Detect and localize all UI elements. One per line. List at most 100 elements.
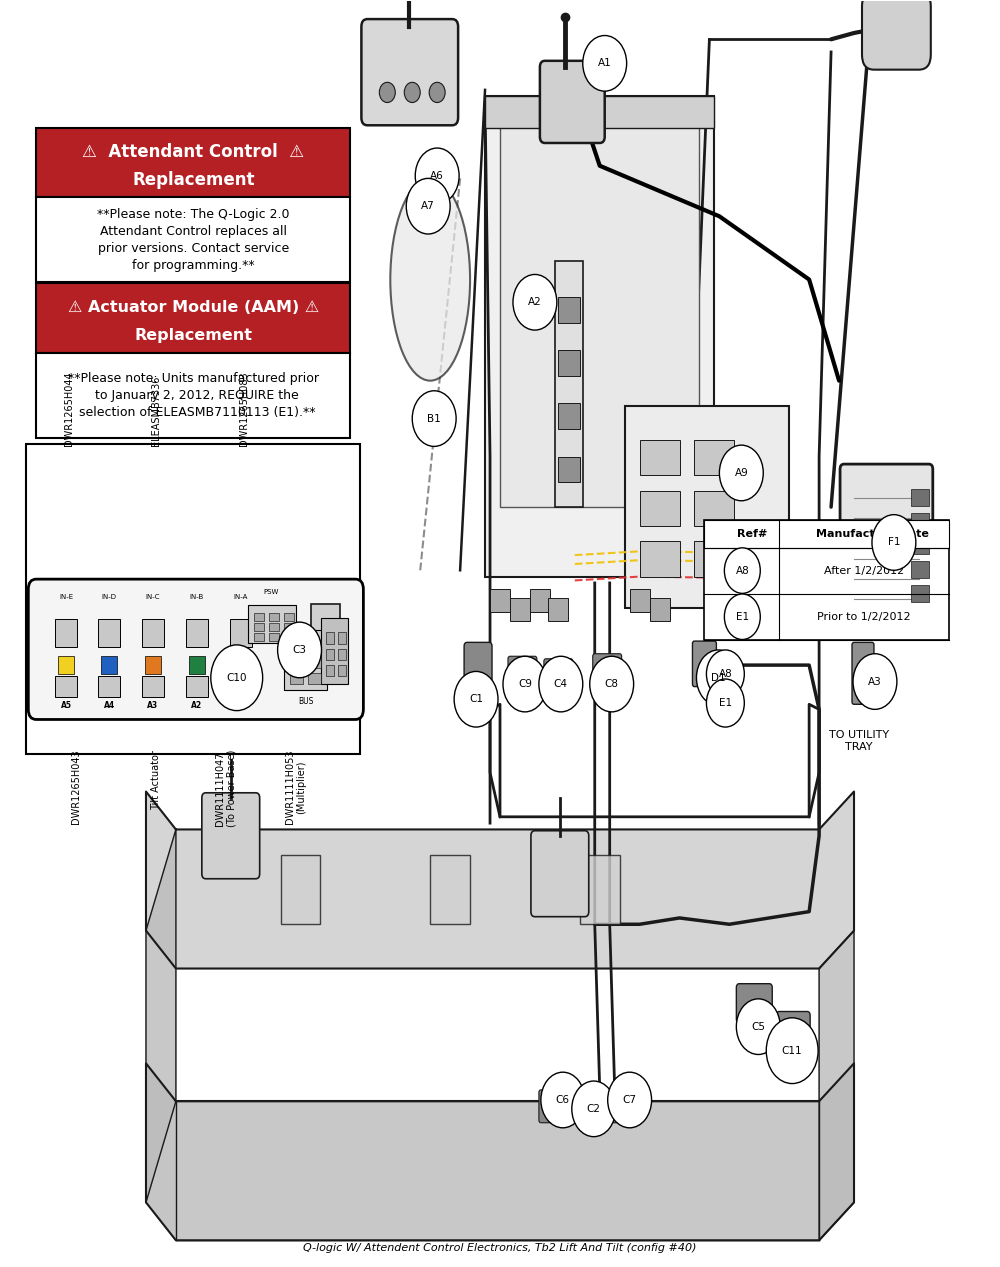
Bar [36,352,350,437]
FancyBboxPatch shape [692,641,716,687]
Text: A8: A8 [718,669,732,679]
FancyBboxPatch shape [593,654,622,687]
Circle shape [853,654,897,710]
Bar [284,623,294,631]
FancyBboxPatch shape [840,464,933,620]
Text: C8: C8 [605,679,619,689]
FancyBboxPatch shape [609,1090,641,1123]
Ellipse shape [390,179,470,380]
Bar [625,405,789,608]
Bar [58,656,74,674]
Text: PSW: PSW [263,589,278,595]
Bar [290,640,303,651]
Circle shape [696,650,740,706]
Bar [290,656,303,668]
Bar [911,513,929,530]
Bar [326,632,334,644]
Bar [281,855,320,924]
FancyBboxPatch shape [361,19,458,125]
Polygon shape [146,830,176,1202]
Text: ⚠ Actuator Module (AAM) ⚠: ⚠ Actuator Module (AAM) ⚠ [68,300,319,315]
Bar [189,656,205,674]
Text: DWR1265H083: DWR1265H083 [239,371,249,446]
Bar [338,649,346,660]
Bar [630,589,650,612]
Text: C9: C9 [518,679,532,689]
Bar [36,198,350,283]
Polygon shape [146,1063,854,1240]
Bar [485,96,714,128]
Bar [142,677,164,697]
Circle shape [412,390,456,446]
Bar [36,128,350,198]
Bar [186,677,208,697]
Circle shape [736,998,780,1054]
Text: IN-B: IN-B [190,594,204,601]
Circle shape [541,1072,585,1128]
Text: BUS: BUS [298,697,313,706]
Polygon shape [819,930,854,1240]
Bar [320,618,348,684]
Text: TO UTILITY
TRAY: TO UTILITY TRAY [829,730,889,751]
Bar [338,665,346,677]
Bar [326,665,334,677]
Bar [704,519,949,547]
Text: IN-E: IN-E [59,594,73,601]
Bar [98,620,120,647]
Text: Replacement: Replacement [132,171,255,189]
FancyBboxPatch shape [539,1090,571,1123]
Text: Tilt Actuator: Tilt Actuator [151,750,161,810]
Bar [311,604,340,636]
Bar [98,677,120,697]
Bar [911,585,929,602]
Circle shape [590,656,634,712]
Bar [101,656,117,674]
Bar [254,623,264,631]
Bar [911,537,929,554]
Text: ⚠  Attendant Control  ⚠: ⚠ Attendant Control ⚠ [82,143,304,161]
Circle shape [406,179,450,234]
Bar [248,606,296,644]
Bar [142,620,164,647]
Bar [269,634,279,641]
Circle shape [872,514,916,570]
Circle shape [211,645,263,711]
Bar [911,489,929,506]
Bar [290,673,303,684]
Text: A4: A4 [104,701,115,710]
Circle shape [724,547,760,593]
Text: After 1/2/2012: After 1/2/2012 [824,565,904,575]
Text: **Please note: Units manufactured prior
  to January 2, 2012, REQUIRE the
  sele: **Please note: Units manufactured prior … [68,371,319,418]
Text: C6: C6 [556,1095,570,1105]
FancyBboxPatch shape [540,61,605,143]
FancyBboxPatch shape [202,793,260,879]
Text: Replacement: Replacement [134,328,252,343]
Bar [230,620,252,647]
Text: **Please note: The Q-Logic 2.0
Attendant Control replaces all
prior versions. Co: **Please note: The Q-Logic 2.0 Attendant… [97,208,290,271]
Text: A6: A6 [430,171,444,181]
Bar [186,620,208,647]
FancyBboxPatch shape [531,831,589,917]
Bar [510,598,530,621]
Text: A9: A9 [734,468,748,478]
Circle shape [278,622,321,678]
Text: C2: C2 [587,1104,601,1114]
Bar [640,490,680,526]
Bar [230,677,252,697]
Bar [558,350,580,375]
Text: D1: D1 [711,673,726,683]
FancyBboxPatch shape [736,983,772,1022]
Bar [430,855,470,924]
Bar [308,656,320,668]
Text: DWR1265H044: DWR1265H044 [64,371,74,446]
Bar [640,541,680,576]
Bar [254,613,264,621]
Circle shape [719,445,763,500]
Text: A8: A8 [735,565,749,575]
Bar [640,440,680,475]
Circle shape [513,275,557,331]
Text: Ref#: Ref# [737,528,767,538]
FancyBboxPatch shape [544,659,573,692]
Bar [308,640,320,651]
Text: F1: F1 [888,537,900,547]
